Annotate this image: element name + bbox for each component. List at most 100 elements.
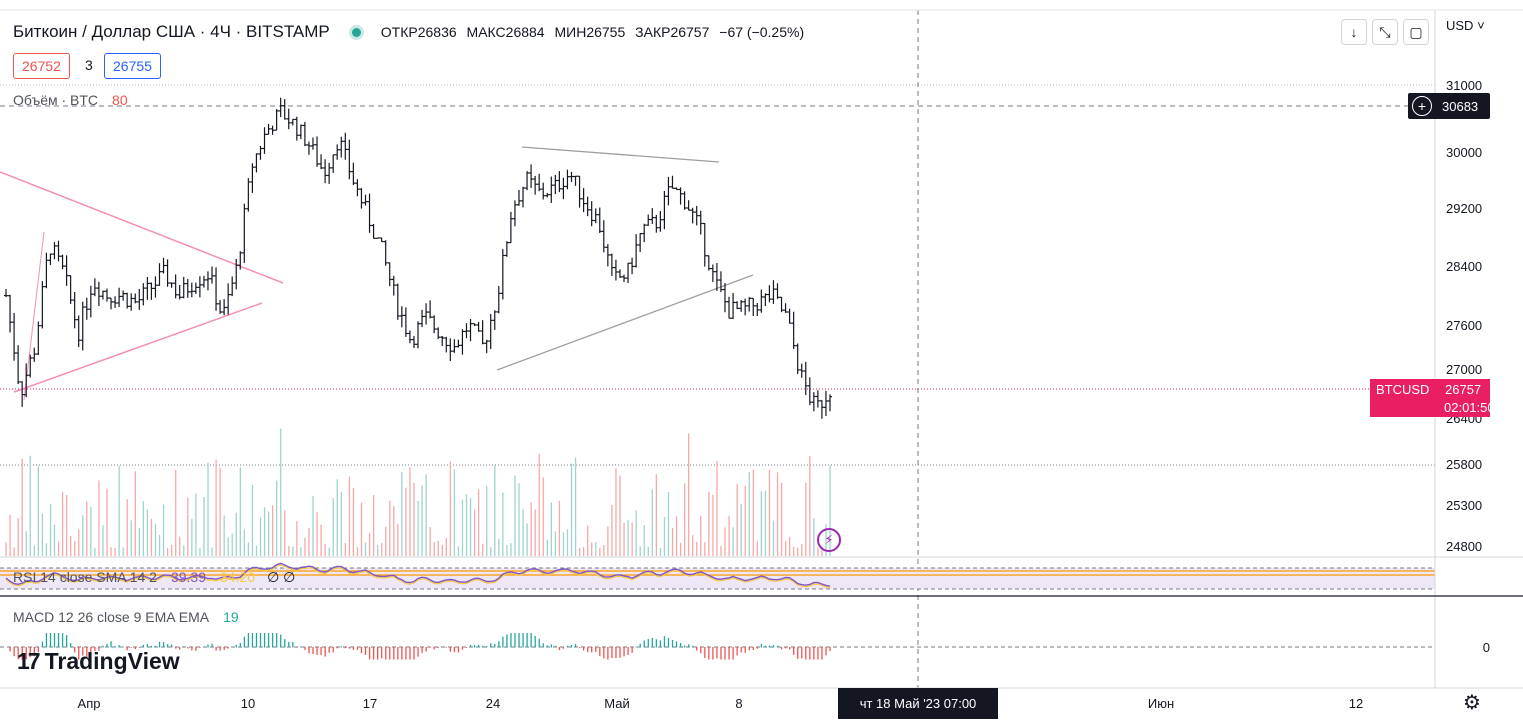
sell-price-button[interactable]: 26752 xyxy=(13,53,70,79)
macd-histogram-bar xyxy=(288,641,290,648)
volume-bar xyxy=(215,459,217,556)
volume-bar xyxy=(550,502,552,556)
macd-histogram-bar xyxy=(566,645,569,648)
macd-histogram-bar xyxy=(138,647,140,648)
time-tick-label: 10 xyxy=(240,696,256,711)
maximize-icon[interactable]: ⤡ xyxy=(1372,19,1398,45)
volume-bar xyxy=(296,521,298,556)
macd-histogram-bar xyxy=(389,647,391,660)
volume-bar xyxy=(356,547,359,556)
macd-histogram-bar xyxy=(752,647,754,650)
volume-bar xyxy=(473,509,476,556)
currency-selector[interactable]: USD ˅ xyxy=(1446,18,1485,33)
volume-bar xyxy=(708,491,710,556)
volume-legend[interactable]: Объём · BTC 80 xyxy=(13,92,128,108)
volume-bar xyxy=(671,527,674,556)
volume-bar xyxy=(308,527,310,556)
pattern-pink-wave-line xyxy=(23,231,45,401)
macd-histogram-bar xyxy=(401,647,403,660)
macd-histogram-bar xyxy=(409,647,411,660)
macd-histogram-bar xyxy=(393,647,395,660)
volume-bar xyxy=(393,505,395,556)
tradingview-logo[interactable]: 17 TradingView xyxy=(17,648,180,675)
volume-bar xyxy=(130,520,132,556)
volume-bar xyxy=(696,541,698,556)
macd-histogram-bar xyxy=(284,639,286,648)
macd-histogram-bar xyxy=(199,647,201,648)
macd-histogram-bar xyxy=(207,644,209,648)
rsi-legend[interactable]: RSI 14 close SMA 14 2 39.39 34.20 ∅ ∅ xyxy=(13,569,295,586)
macd-histogram-bar xyxy=(102,645,104,648)
macd-histogram-bar xyxy=(797,647,799,659)
time-tick-label: Апр xyxy=(77,696,101,711)
volume-bar xyxy=(162,504,165,556)
macd-histogram-bar xyxy=(150,645,153,648)
volume-bar xyxy=(510,543,512,556)
volume-bar xyxy=(595,542,597,556)
macd-histogram-bar xyxy=(829,647,831,652)
rsi-label: RSI 14 close SMA 14 2 xyxy=(13,569,157,585)
spread-value: 3 xyxy=(85,57,93,73)
ohlc-values: ОТКР26836 МАКС26884 МИН26755 ЗАКР26757 −… xyxy=(381,24,804,40)
crosshair-price-label[interactable]: + 30683 xyxy=(1408,93,1490,119)
buy-price-button[interactable]: 26755 xyxy=(104,53,161,79)
macd-histogram-bar xyxy=(280,634,282,648)
macd-histogram-bar xyxy=(805,647,807,660)
macd-histogram-bar xyxy=(215,647,217,651)
macd-histogram-bar xyxy=(692,645,694,648)
macd-histogram-bar xyxy=(562,647,565,649)
macd-histogram-bar xyxy=(477,644,480,648)
price-tick-label: 29200 xyxy=(1446,201,1482,216)
plus-icon[interactable]: + xyxy=(1412,96,1432,116)
volume-bar xyxy=(191,518,193,556)
volume-bar xyxy=(348,476,351,556)
macd-histogram-bar xyxy=(708,647,710,660)
volume-bar xyxy=(37,466,40,556)
volume-bar xyxy=(166,547,169,556)
macd-legend[interactable]: MACD 12 26 close 9 EMA EMA 19 xyxy=(13,609,239,625)
volume-bar xyxy=(207,462,209,556)
volume-bar xyxy=(344,543,346,556)
lightning-icon[interactable]: ⚡ xyxy=(817,528,841,552)
volume-bar xyxy=(158,535,161,556)
macd-histogram-bar xyxy=(482,645,484,648)
volume-bar xyxy=(744,485,746,556)
volume-bar xyxy=(461,499,464,556)
macd-histogram-bar xyxy=(720,647,722,660)
macd-histogram-bar xyxy=(45,633,48,648)
volume-bar xyxy=(187,497,189,556)
macd-histogram-bar xyxy=(546,645,548,648)
macd-histogram-bar xyxy=(37,647,40,653)
volume-bar xyxy=(477,489,480,556)
volume-bar xyxy=(364,542,367,556)
volume-bar xyxy=(90,506,92,556)
macd-histogram-bar xyxy=(716,647,718,659)
symbol-title[interactable]: Биткоин / Доллар США · 4Ч · BITSTAMP xyxy=(13,22,330,41)
macd-histogram-bar xyxy=(385,647,387,660)
volume-bar xyxy=(704,542,706,556)
macd-histogram-bar xyxy=(607,647,609,660)
macd-histogram-bar xyxy=(514,633,516,648)
fullscreen-icon[interactable]: ▢ xyxy=(1403,19,1429,45)
macd-histogram-bar xyxy=(764,645,767,648)
macd-histogram-bar xyxy=(187,647,189,649)
macd-histogram-bar xyxy=(704,647,706,658)
volume-bar xyxy=(94,547,96,556)
macd-histogram-bar xyxy=(639,643,641,648)
macd-histogram-bar xyxy=(33,647,35,657)
macd-histogram-bar xyxy=(130,647,132,648)
macd-histogram-bar xyxy=(166,644,169,648)
volume-bar xyxy=(683,483,686,556)
macd-histogram-bar xyxy=(251,633,254,648)
settings-gear-icon[interactable]: ⚙ xyxy=(1463,692,1481,714)
volume-bar xyxy=(57,541,60,556)
macd-histogram-bar xyxy=(211,643,213,648)
arrow-down-button[interactable]: ↓ xyxy=(1341,19,1367,45)
volume-bar xyxy=(756,541,758,556)
macd-histogram-bar xyxy=(348,647,351,649)
volume-bar xyxy=(772,520,775,556)
volume-bar xyxy=(368,533,371,556)
macd-histogram-bar xyxy=(530,633,532,648)
macd-histogram-bar xyxy=(756,647,758,649)
